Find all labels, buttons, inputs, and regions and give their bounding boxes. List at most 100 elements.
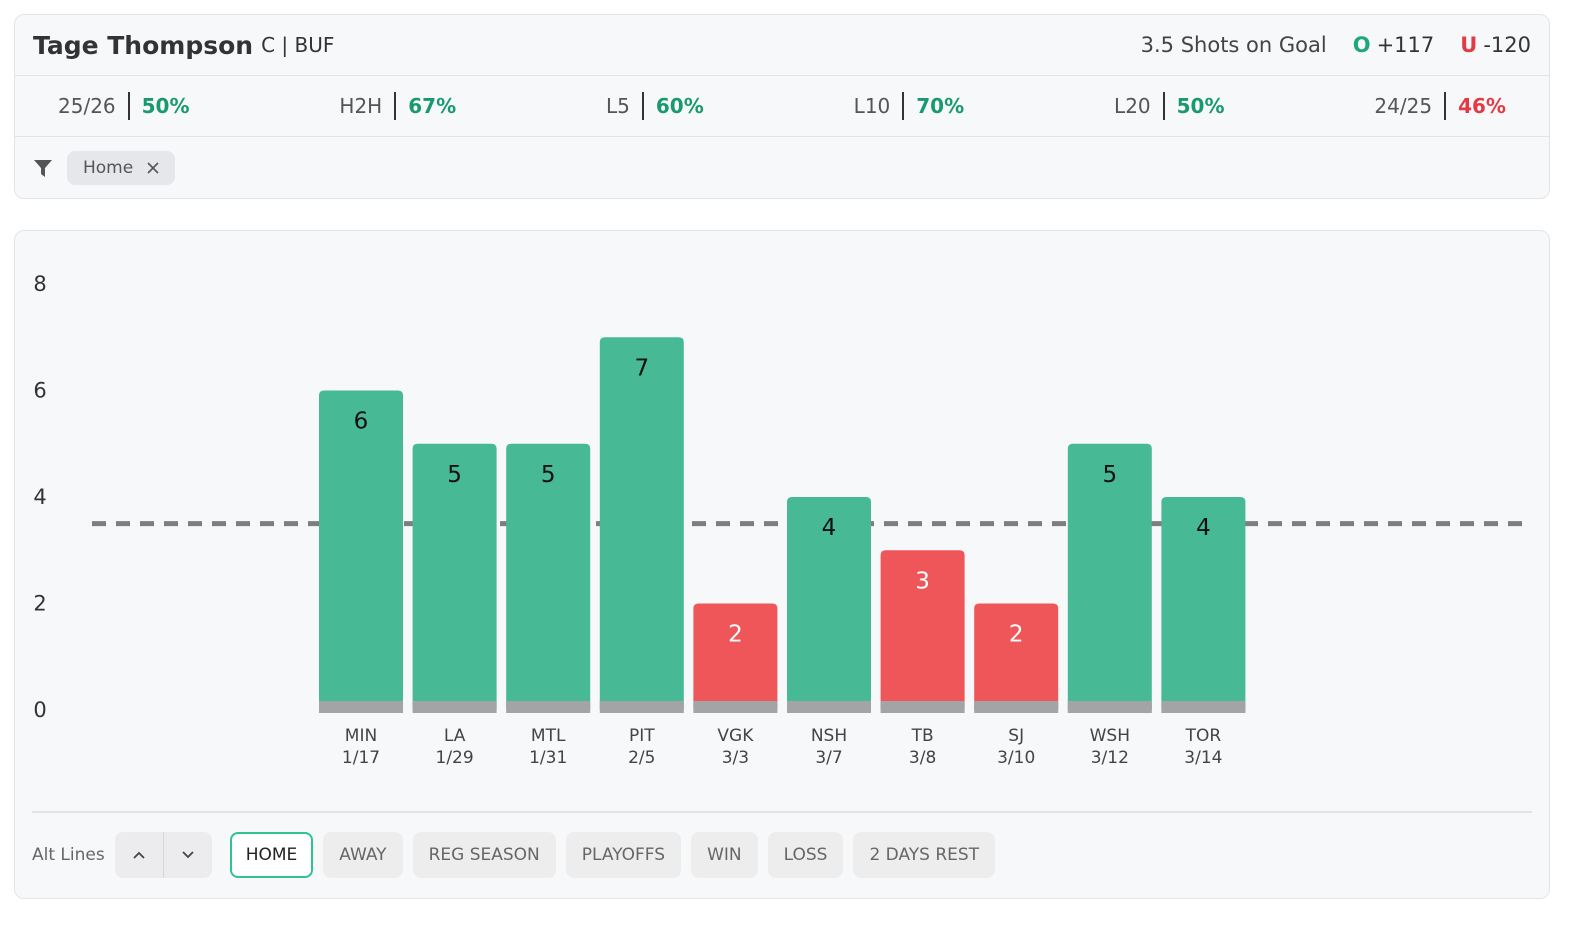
- stat-label: 24/25: [1374, 92, 1447, 120]
- filter-icon: [34, 160, 52, 177]
- stat: H2H 67%: [339, 92, 456, 120]
- bar-base: [1161, 701, 1246, 713]
- filter-button[interactable]: WIN: [691, 832, 758, 878]
- alt-line-down[interactable]: [164, 832, 212, 878]
- value-label: 4: [1196, 515, 1211, 541]
- bar-base: [319, 701, 403, 713]
- x-tick-date: 1/29: [436, 748, 474, 768]
- stat-value: 50%: [141, 94, 190, 118]
- bar-base: [1067, 701, 1152, 713]
- x-tick-date: 3/10: [997, 748, 1035, 768]
- summary-card: Tage Thompson C | BUF 3.5 Shots on Goal …: [14, 14, 1550, 199]
- filter-button[interactable]: REG SEASON: [412, 832, 556, 878]
- x-tick-label: TB: [911, 726, 934, 746]
- stat-label: H2H: [339, 92, 397, 120]
- value-label: 5: [447, 462, 462, 488]
- under-label: U: [1460, 33, 1478, 57]
- stat-value: 67%: [408, 94, 457, 118]
- x-tick-label: WSH: [1090, 726, 1130, 746]
- stat-label: L10: [854, 92, 905, 120]
- filter-button[interactable]: HOME: [229, 832, 314, 878]
- alt-lines-stepper: [114, 832, 212, 878]
- over-label: O: [1352, 33, 1371, 57]
- x-tick-date: 1/17: [342, 748, 380, 768]
- bar-base: [787, 701, 871, 713]
- bar: [599, 337, 684, 710]
- stat-value: 70%: [916, 94, 965, 118]
- filter-tag[interactable]: Home: [67, 151, 176, 185]
- value-label: 2: [728, 622, 743, 648]
- bar-base: [599, 701, 684, 713]
- y-tick-label: 8: [33, 272, 46, 296]
- x-tick-label: MTL: [531, 726, 566, 746]
- header: Tage Thompson C | BUF 3.5 Shots on Goal …: [15, 15, 1549, 76]
- bar: [506, 443, 591, 710]
- bar-base: [974, 701, 1059, 713]
- value-label: 5: [541, 462, 556, 488]
- controls: Alt Lines HOME AWAY REG SEASON PLAYOFFS WIN L…: [32, 832, 1005, 878]
- value-label: 5: [1102, 462, 1117, 488]
- stat-label: 25/26: [58, 92, 130, 120]
- stat: 25/26 50%: [58, 92, 190, 120]
- bar-base: [693, 701, 778, 713]
- stat: L20 50%: [1114, 92, 1225, 120]
- y-tick-label: 2: [33, 592, 46, 616]
- over-price: +117: [1376, 33, 1435, 57]
- y-tick-label: 4: [33, 485, 46, 509]
- filter-button[interactable]: LOSS: [767, 832, 844, 878]
- chart: 024686MIN1/175LA1/295MTL1/317PIT2/52VGK3…: [32, 272, 1532, 813]
- y-tick-label: 6: [33, 379, 46, 403]
- bar-base: [412, 701, 497, 713]
- alt-line-up[interactable]: [115, 832, 164, 878]
- filter-button[interactable]: AWAY: [323, 832, 403, 878]
- bar: [880, 550, 965, 710]
- chart-card: [14, 230, 1550, 899]
- stat: L5 60%: [606, 92, 704, 120]
- x-tick-date: 1/31: [529, 748, 567, 768]
- bar: [1161, 497, 1246, 710]
- filter-button[interactable]: 2 DAYS REST: [853, 832, 996, 878]
- under-price: -120: [1483, 33, 1531, 57]
- x-tick-label: NSH: [811, 726, 847, 746]
- player-position: C | BUF: [261, 33, 335, 57]
- filter-row: Home: [15, 137, 1549, 199]
- x-tick-date: 2/5: [628, 748, 655, 768]
- x-tick-label: SJ: [1008, 726, 1024, 746]
- remove-icon[interactable]: [147, 162, 159, 174]
- stat-label: L5: [606, 92, 644, 120]
- x-tick-date: 3/12: [1091, 748, 1129, 768]
- over-odds[interactable]: O +117: [1353, 33, 1435, 57]
- under-odds[interactable]: U -120: [1460, 33, 1531, 57]
- bar: [974, 603, 1059, 710]
- filter-tag-label: Home: [83, 158, 134, 178]
- x-tick-date: 3/8: [909, 748, 936, 768]
- stat: L10 70%: [854, 92, 964, 120]
- x-tick-label: MIN: [345, 726, 377, 746]
- bar: [1067, 443, 1152, 710]
- bar-base: [880, 701, 965, 713]
- x-tick-label: LA: [444, 726, 466, 746]
- bar: [319, 390, 403, 710]
- filter-buttons: HOME AWAY REG SEASON PLAYOFFS WIN LOSS 2 DAYS …: [229, 832, 1005, 878]
- x-tick-date: 3/14: [1184, 748, 1222, 768]
- x-tick-date: 3/3: [722, 748, 749, 768]
- bar-base: [506, 701, 591, 713]
- chevron-up: [133, 851, 145, 859]
- player-name: Tage Thompson: [33, 30, 254, 60]
- stats-row: 25/26 50% H2H 67% L5 60% L10 70% L20 50% 24/25 46%: [15, 76, 1549, 137]
- stat-value: 50%: [1176, 94, 1225, 118]
- bar: [693, 603, 778, 710]
- value-label: 7: [634, 355, 649, 381]
- alt-lines-label: Alt Lines: [32, 845, 105, 865]
- value-label: 2: [1009, 622, 1024, 648]
- stat-value: 46%: [1458, 94, 1506, 118]
- bar: [787, 497, 871, 710]
- stat-label: L20: [1114, 92, 1165, 120]
- filter-button[interactable]: PLAYOFFS: [565, 832, 682, 878]
- value-label: 4: [822, 515, 837, 541]
- chevron-down: [182, 851, 194, 859]
- x-tick-label: TOR: [1185, 726, 1222, 746]
- x-tick-date: 3/7: [815, 748, 842, 768]
- value-label: 3: [915, 568, 930, 594]
